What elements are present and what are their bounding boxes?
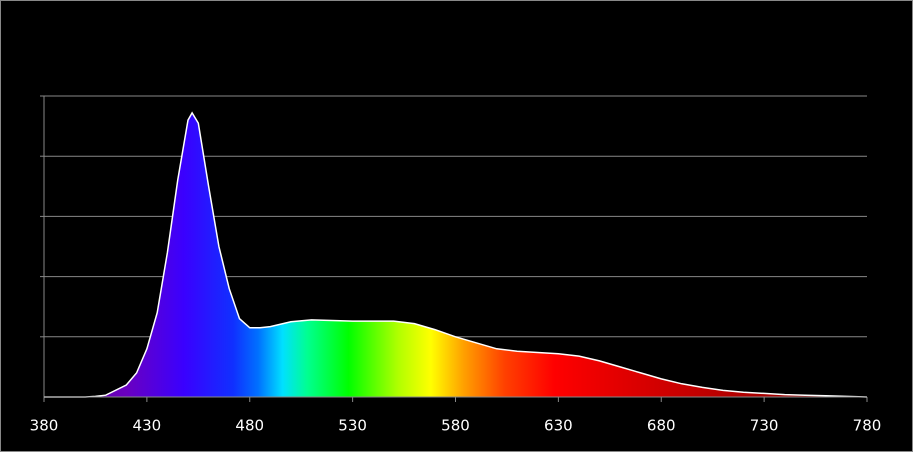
x-tick-label: 730 (750, 417, 779, 435)
x-tick-label: 680 (647, 417, 676, 435)
x-tick-label: 380 (30, 417, 59, 435)
x-tick-label: 530 (338, 417, 367, 435)
spectrum-line (44, 111, 868, 398)
x-tick-label: 780 (853, 417, 882, 435)
x-tick-label: 480 (235, 417, 264, 435)
x-tick-label: 630 (544, 417, 573, 435)
x-tick-label: 430 (133, 417, 162, 435)
spectrum-area (44, 112, 867, 398)
x-tick-label: 580 (441, 417, 470, 435)
